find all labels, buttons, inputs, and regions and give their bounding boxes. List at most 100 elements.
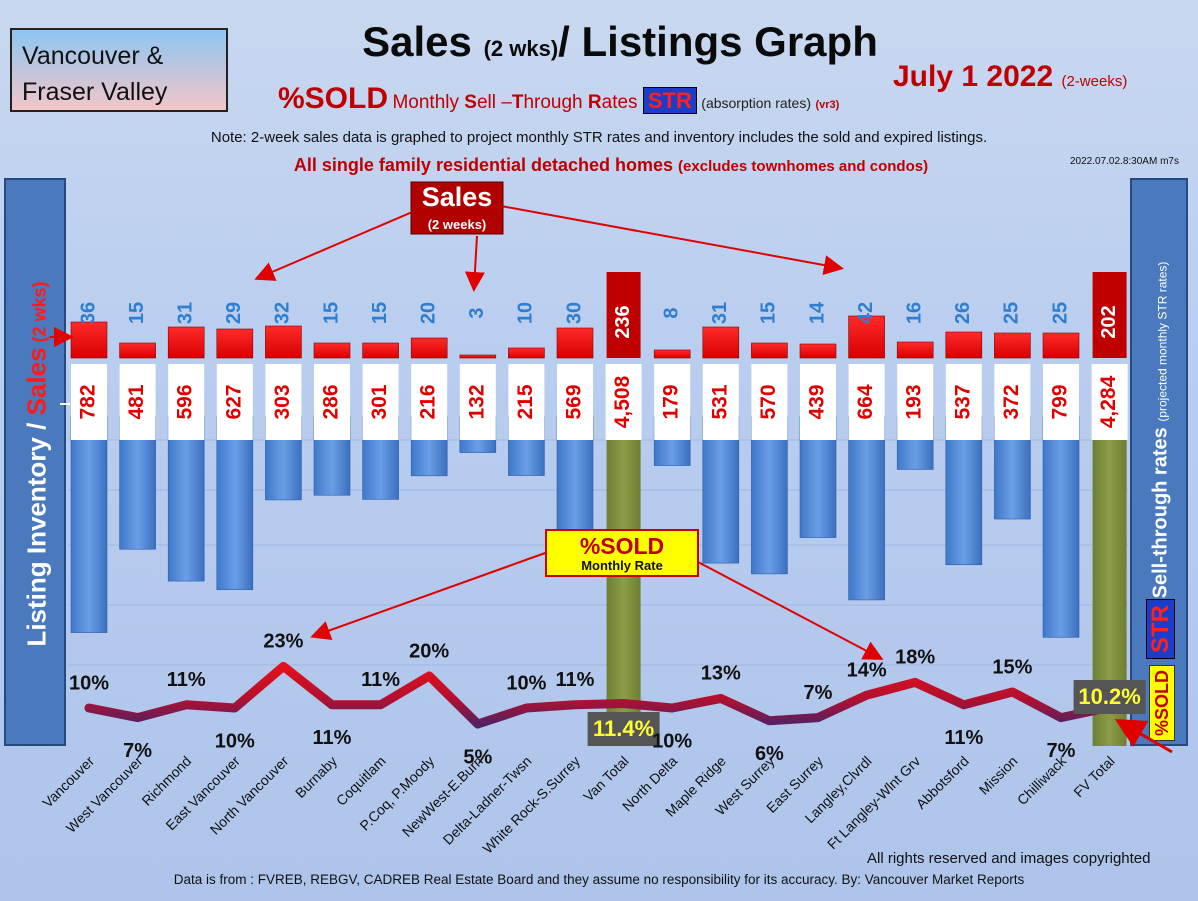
- str-label: 23%: [263, 631, 303, 653]
- sales-bar: [459, 354, 497, 359]
- inventory-label-bg: [557, 364, 593, 440]
- str-label: 5%: [463, 746, 492, 768]
- sales-label: 15: [126, 302, 148, 324]
- sales-label: 202: [1098, 305, 1120, 338]
- sales-bar: [799, 343, 837, 359]
- category-label: Ft Langley-Wlnt Grv: [824, 753, 923, 852]
- inventory-label: 301: [368, 384, 391, 419]
- str-line: [84, 661, 1115, 729]
- sales-label: 15: [369, 302, 391, 324]
- inventory-label: 531: [708, 384, 731, 419]
- sales-label: 14: [806, 301, 828, 324]
- inventory-label: 4,284: [1097, 375, 1120, 428]
- str-label: 13%: [701, 663, 741, 685]
- subtitle: %SOLD Monthly Sell –Through Rates STR (a…: [278, 82, 839, 116]
- inventory-label-bg: [459, 364, 496, 440]
- inventory-label: 4,508: [611, 375, 634, 428]
- sales-bar: [653, 349, 691, 359]
- date-main: July 1 2022: [893, 60, 1054, 93]
- str-label: 7%: [123, 740, 152, 762]
- inventory-label-bg: [216, 364, 253, 440]
- sales-bar: [945, 331, 983, 359]
- sales-label: 30: [563, 302, 585, 324]
- inventory-bar: [216, 415, 254, 590]
- sales-label: 15: [758, 302, 780, 324]
- inventory-label: 664: [854, 384, 877, 419]
- region-box: Vancouver & Fraser Valley: [10, 28, 228, 112]
- sales-label: 16: [903, 302, 925, 324]
- sales-callout-box: [410, 181, 504, 235]
- inventory-label-bg: [508, 364, 545, 440]
- sales-bar: [265, 325, 302, 359]
- sales-bar: [702, 326, 740, 359]
- sales-callout-title: Sales: [422, 182, 493, 212]
- inventory-label: 303: [271, 384, 294, 419]
- str-label: 6%: [755, 743, 784, 765]
- sales-callout-arrow: [464, 235, 485, 292]
- inventory-label-bg: [362, 364, 399, 440]
- sales-bar: [410, 337, 448, 359]
- subtitle-absorption: (absorption rates): [701, 95, 811, 111]
- inventory-label-bg: [654, 364, 691, 440]
- sales-bar: [1092, 272, 1127, 358]
- str-label: 18%: [895, 647, 935, 669]
- sales-bar: [556, 327, 594, 359]
- subtitle-part-0: Monthly: [392, 92, 465, 113]
- str-label: 11%: [167, 669, 206, 691]
- sales-label: 236: [612, 305, 634, 338]
- sales-callout-sub: (2 weeks): [428, 217, 487, 232]
- sales-bar: [1042, 332, 1080, 359]
- sales-bar: [362, 342, 399, 359]
- scope-main: All single family residential detached h…: [293, 155, 674, 175]
- sales-label: 31: [174, 302, 196, 324]
- sales-bar: [70, 321, 108, 359]
- sales-bar: [313, 342, 351, 359]
- str-label: 20%: [409, 640, 449, 662]
- str-label: 15%: [992, 656, 1032, 678]
- inventory-label-bg: [800, 364, 836, 440]
- sales-bar: [167, 326, 205, 359]
- sold-callout-sub: Monthly Rate: [581, 558, 663, 573]
- subtitle-part-3: T: [511, 92, 524, 113]
- sales-bar: [751, 342, 788, 359]
- sales-label: 32: [272, 302, 294, 324]
- inventory-label: 439: [806, 384, 829, 419]
- inventory-label: 782: [77, 384, 100, 419]
- subtitle-part-4: hrough: [523, 92, 588, 113]
- str-label: 11.4%: [593, 716, 654, 741]
- sales-bar: [606, 272, 641, 358]
- str-label: 10%: [69, 672, 109, 694]
- sales-label: 31: [709, 302, 731, 324]
- sales-label: 15: [320, 302, 342, 324]
- left-axis-panel: Listing Inventory / Sales (2 wks): [4, 178, 66, 746]
- copyright: All rights reserved and images copyright…: [867, 850, 1151, 867]
- inventory-label-bg: [848, 364, 885, 440]
- subtitle-version: (vr3): [815, 99, 840, 111]
- sold-callout-title: %SOLD: [580, 533, 664, 559]
- sold-callout-box: [545, 529, 699, 577]
- region-line-1: Vancouver &: [22, 42, 164, 70]
- str-total-badge: [1073, 680, 1146, 714]
- region-line-2: Fraser Valley: [22, 78, 168, 106]
- inventory-label-bg: [945, 364, 982, 440]
- sold-callout-arrow: [697, 561, 884, 660]
- inventory-label: 481: [125, 384, 148, 419]
- sales-bar: [848, 315, 885, 359]
- inventory-label-bg: [1091, 364, 1128, 440]
- title-small: (2 wks): [483, 36, 559, 61]
- sold-callout-arrow: [310, 551, 549, 641]
- fv-total-arrow: [1114, 719, 1173, 754]
- inventory-label: 216: [417, 384, 440, 419]
- str-label: 10%: [652, 730, 692, 752]
- inventory-labels: 782 481 596 627 303 286 301 216 132 215 569 4,508 17…: [71, 364, 1128, 440]
- category-label: FV Total: [1070, 753, 1117, 800]
- subtitle-sold: %SOLD: [278, 82, 389, 115]
- sales-bar: [896, 341, 934, 359]
- sales-label: 8: [660, 307, 682, 318]
- category-label: Chilliwack: [1014, 752, 1070, 808]
- category-label: Mission: [976, 753, 1021, 798]
- page-title: Sales (2 wks)/ Listings Graph: [220, 18, 1020, 66]
- date-title: July 1 2022 (2-weeks): [893, 60, 1127, 94]
- str-label: 10%: [506, 672, 546, 694]
